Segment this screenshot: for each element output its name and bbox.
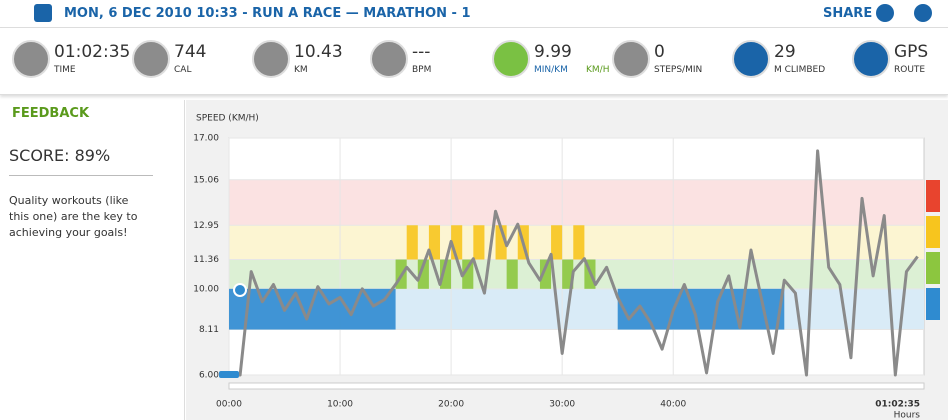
zone-block xyxy=(417,259,429,289)
stat-icon xyxy=(370,40,408,78)
zone-block xyxy=(406,225,418,260)
workout-title: MON, 6 DEC 2010 10:33 - RUN A RACE — MAR… xyxy=(64,6,471,21)
stat-unit: KM xyxy=(294,65,308,75)
zone-block xyxy=(495,225,507,260)
y-tick-label: 10.00 xyxy=(193,284,219,294)
stat-unit: STEPS/MIN xyxy=(654,65,703,75)
zone-band xyxy=(229,259,924,289)
stat-value: 10.43 xyxy=(294,42,343,62)
scrollbar xyxy=(228,382,925,390)
feedback-text: Quality workouts (like this one) are the… xyxy=(9,194,138,239)
stat-icon xyxy=(612,40,650,78)
y-tick-label: 11.36 xyxy=(193,255,219,265)
zone-block xyxy=(573,225,585,260)
speed-line xyxy=(229,149,919,377)
stat-value: 01:02:35 xyxy=(54,42,131,62)
feedback-title[interactable]: FEEDBACK xyxy=(12,106,90,121)
stat-icon xyxy=(492,40,530,78)
stat-icon xyxy=(12,40,50,78)
stat-value: GPS xyxy=(894,42,929,62)
stat-icon xyxy=(132,40,170,78)
stat-unit: M CLIMBED xyxy=(774,65,826,75)
x-tick-label: 20:00 xyxy=(438,400,464,410)
start-flag xyxy=(219,371,239,378)
y-tick-label: 6.00 xyxy=(199,371,219,381)
stat-unit: TIME xyxy=(54,65,76,75)
zone-block xyxy=(539,259,552,289)
zone-block xyxy=(440,259,452,289)
stat-value: --- xyxy=(412,42,431,62)
x-tick-label: 00:00 xyxy=(216,400,242,410)
stat-icon xyxy=(732,40,770,78)
header: MON, 6 DEC 2010 10:33 - RUN A RACE — MAR… xyxy=(0,0,948,28)
stat-value: 29 xyxy=(774,42,796,62)
mail-icon[interactable] xyxy=(914,4,932,22)
zone-tab xyxy=(926,288,940,320)
zone-tab xyxy=(926,180,940,212)
end-time-unit: Hours xyxy=(894,411,921,420)
y-tick-label: 8.11 xyxy=(199,325,219,335)
zone-block xyxy=(473,225,485,260)
zone-band xyxy=(229,179,924,226)
chart-title: SPEED (KM/H) xyxy=(196,114,259,124)
stat-unit: MIN/KM xyxy=(534,65,568,75)
share-button[interactable]: SHARE xyxy=(823,6,873,21)
y-tick-label: 15.06 xyxy=(193,175,219,185)
stat-icon xyxy=(252,40,290,78)
stat-value: 9.99 xyxy=(534,42,572,62)
end-time-label: 01:02:35 xyxy=(875,400,920,410)
stat-unit: CAL xyxy=(174,65,192,75)
zone-block xyxy=(617,288,785,330)
score: SCORE: 89% xyxy=(9,146,111,165)
zone-block xyxy=(506,259,518,289)
stats-row: 01:02:35 TIME 744 CAL 10.43 KM --- BPM 9.99 MIN/K… xyxy=(0,28,948,95)
menu-button[interactable] xyxy=(34,4,52,22)
stat-unit: BPM xyxy=(412,65,432,75)
stat-icon xyxy=(852,40,890,78)
speed-chart: SPEED (KM/H) 00:00 10:00 20:00 30:00 40:00 6.… xyxy=(186,100,948,420)
x-tick-label: 30:00 xyxy=(549,400,575,410)
stat-unit-alt: KM/H xyxy=(586,65,610,75)
stat-value: 744 xyxy=(174,42,207,62)
zone-block xyxy=(229,288,396,330)
y-tick-label: 12.95 xyxy=(193,221,219,231)
zone-block xyxy=(451,225,463,260)
divider xyxy=(9,175,153,176)
start-marker xyxy=(233,283,247,297)
feedback-panel: FEEDBACK SCORE: 89% Quality workouts (li… xyxy=(0,100,185,420)
zone-block xyxy=(551,225,563,260)
zone-block xyxy=(562,259,574,289)
stat-value: 0 xyxy=(654,42,665,62)
y-tick-label: 17.00 xyxy=(193,134,219,144)
x-tick-label: 10:00 xyxy=(327,400,353,410)
zone-tab xyxy=(926,252,940,284)
zone-block xyxy=(462,259,474,289)
share-icon[interactable] xyxy=(876,4,894,22)
stat-unit: ROUTE xyxy=(894,65,926,75)
zone-tab xyxy=(926,216,940,248)
zone-block xyxy=(428,225,441,260)
x-tick-label: 40:00 xyxy=(660,400,686,410)
